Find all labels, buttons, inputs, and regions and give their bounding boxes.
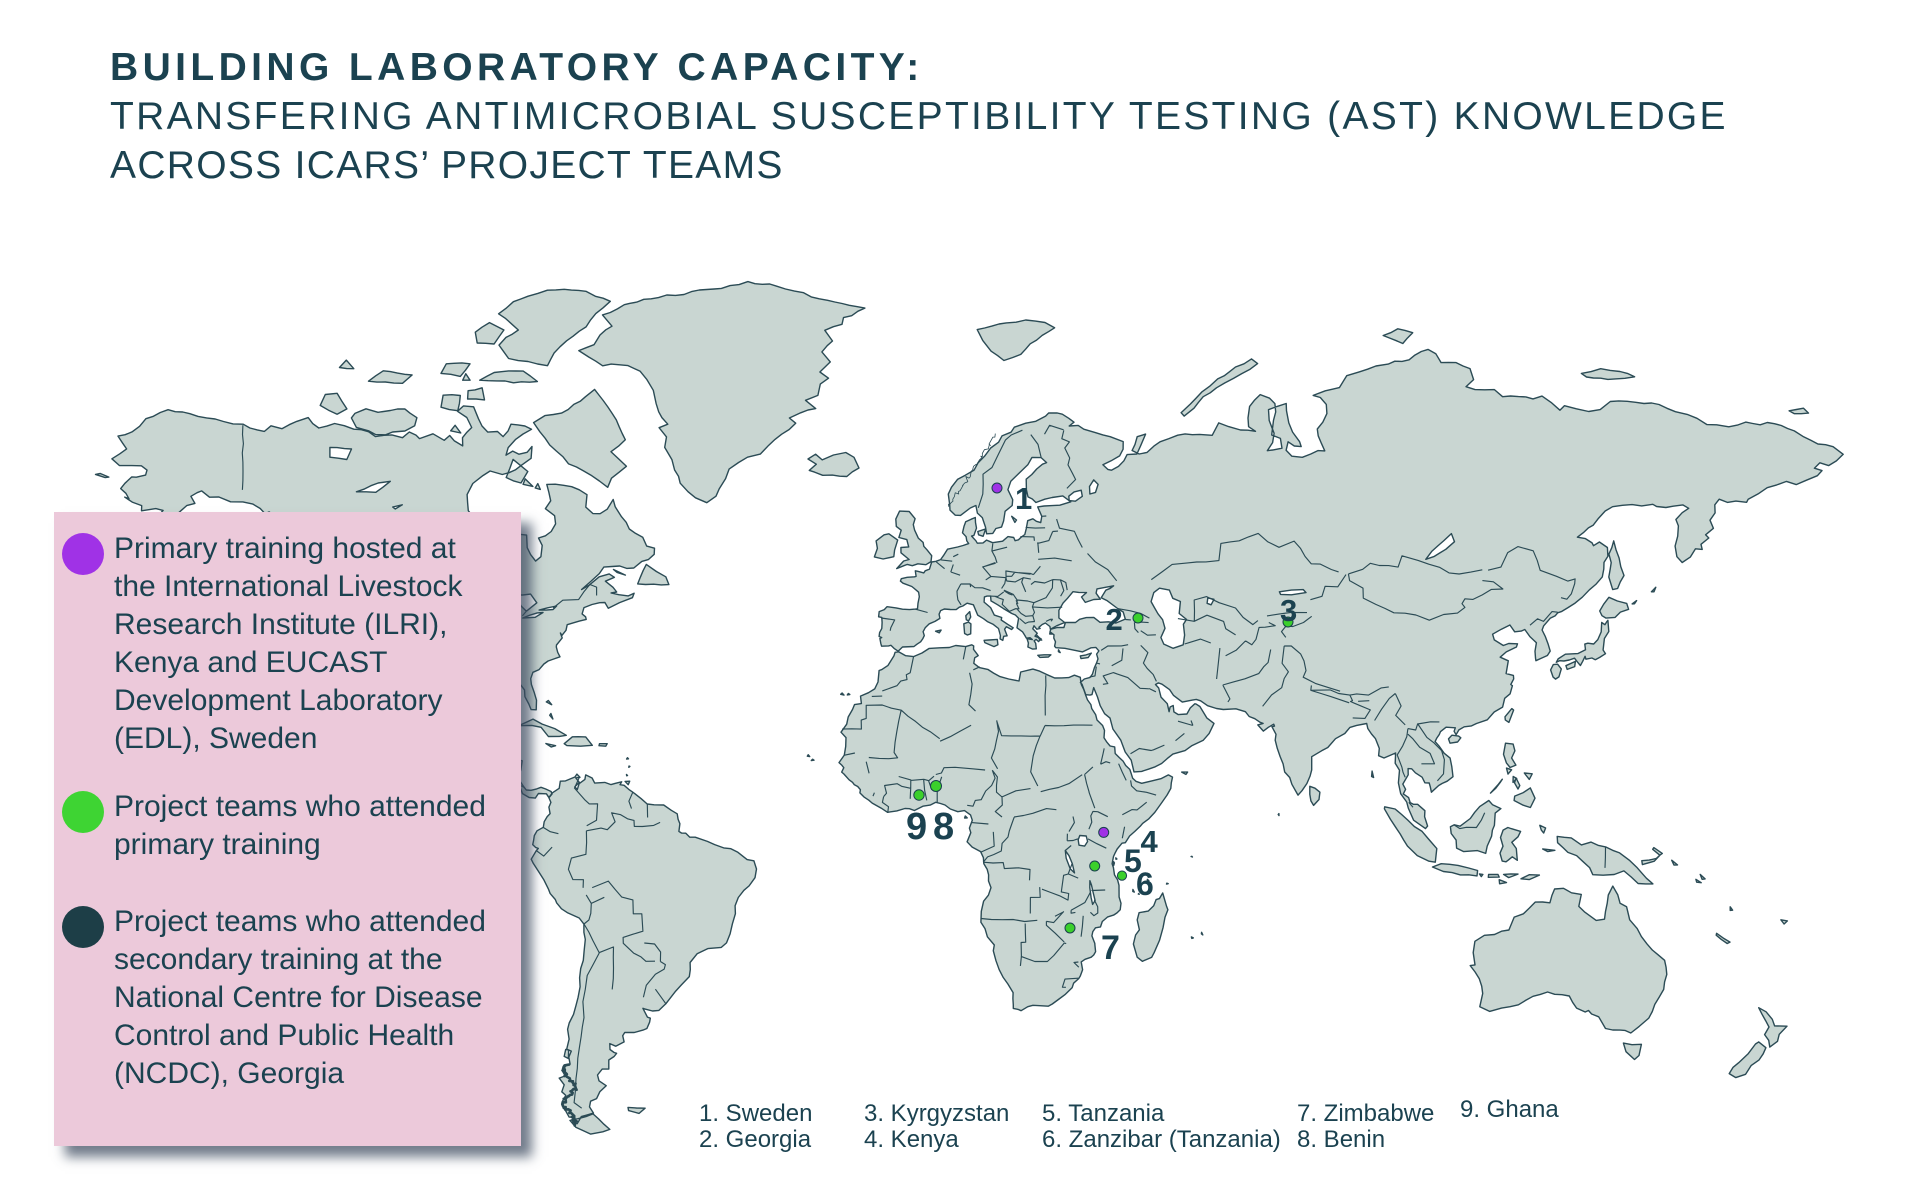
svg-text:3: 3: [1280, 593, 1297, 628]
svg-text:4: 4: [1141, 824, 1159, 859]
svg-text:1: 1: [1015, 481, 1032, 516]
svg-text:7: 7: [1101, 929, 1120, 967]
svg-text:5: 5: [1124, 843, 1142, 879]
svg-text:2: 2: [1106, 602, 1123, 637]
svg-text:9: 9: [906, 806, 927, 848]
svg-text:6: 6: [1136, 866, 1154, 902]
svg-text:8: 8: [933, 806, 954, 848]
